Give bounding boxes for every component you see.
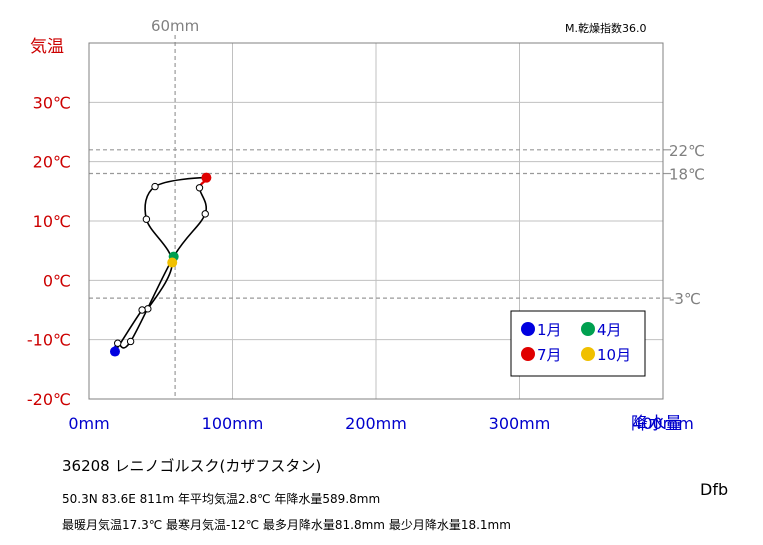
station-location-summary: 50.3N 83.6E 811m 年平均気温2.8℃ 年降水量589.8mm (62, 492, 381, 506)
climate-curve (112, 176, 210, 354)
station-title: 36208 レニノゴルスク(カザフスタン) (62, 457, 322, 475)
legend-label-10: 10月 (597, 346, 631, 364)
x-tick-label: 200mm (345, 414, 407, 433)
legend-marker-10 (581, 347, 595, 361)
legend-marker-1 (521, 322, 535, 336)
reference-label-y-2: 18℃ (669, 166, 705, 184)
month-point-3 (126, 337, 135, 346)
legend: 1月 4月 7月 10月 (510, 310, 646, 377)
x-axis-label: 降水量 (631, 414, 682, 434)
legend-box (510, 310, 646, 377)
x-tick-label: 100mm (202, 414, 264, 433)
grid-lines (89, 43, 663, 399)
x-tick-label: 300mm (489, 414, 551, 433)
legend-marker-7 (521, 347, 535, 361)
y-tick-label: 30℃ (33, 93, 71, 112)
month-point-6 (195, 184, 204, 192)
reference-label-y-3: -3℃ (669, 290, 701, 308)
month-point-8 (151, 182, 159, 191)
y-tick-label: -20℃ (27, 390, 71, 409)
x-tick-label: 400mm (632, 414, 694, 433)
month-point-7 (201, 172, 212, 183)
month-points (109, 172, 212, 357)
curve-segment-8 (144, 185, 156, 220)
y-tick-label: 10℃ (33, 212, 71, 231)
y-axis-label: 気温 (30, 37, 64, 57)
month-point-1 (109, 346, 120, 357)
y-tick-label: -10℃ (27, 331, 71, 350)
month-point-5 (201, 210, 209, 218)
month-point-12 (138, 306, 146, 314)
month-point-2 (114, 339, 122, 347)
y-tick-label: 0℃ (43, 271, 71, 290)
legend-marker-4 (581, 322, 595, 336)
plot-area-frame (88, 42, 664, 400)
reference-label-x: 60mm (151, 17, 199, 35)
y-tick-label: 20℃ (33, 153, 71, 172)
axis-tick-labels: 0mm 100mm 200mm 300mm 400mm -20℃ -10℃ 0℃ 10℃ 20℃ 3… (27, 93, 694, 433)
station-extremes-summary: 最暖月気温17.3℃ 最寒月気温-12℃ 最多月降水量81.8mm 最少月降水量… (62, 518, 511, 532)
aridity-index-label: M.乾燥指数36.0 (565, 21, 646, 35)
curve-segment-3 (129, 256, 175, 342)
legend-label-7: 7月 (537, 346, 562, 364)
curve-segment-4 (173, 213, 206, 258)
month-point-9 (142, 215, 151, 223)
koppen-classification: Dfb (700, 480, 729, 499)
reference-label-y-1: 22℃ (669, 142, 705, 160)
month-point-10 (167, 257, 178, 268)
reference-lines: 60mm 22℃ 18℃ -3℃ (89, 17, 705, 399)
x-tick-label: 0mm (68, 414, 109, 433)
curve-segment-5 (198, 187, 207, 215)
legend-label-1: 1月 (537, 321, 562, 339)
curve-segment-9 (145, 218, 173, 263)
legend-label-4: 4月 (597, 321, 622, 339)
